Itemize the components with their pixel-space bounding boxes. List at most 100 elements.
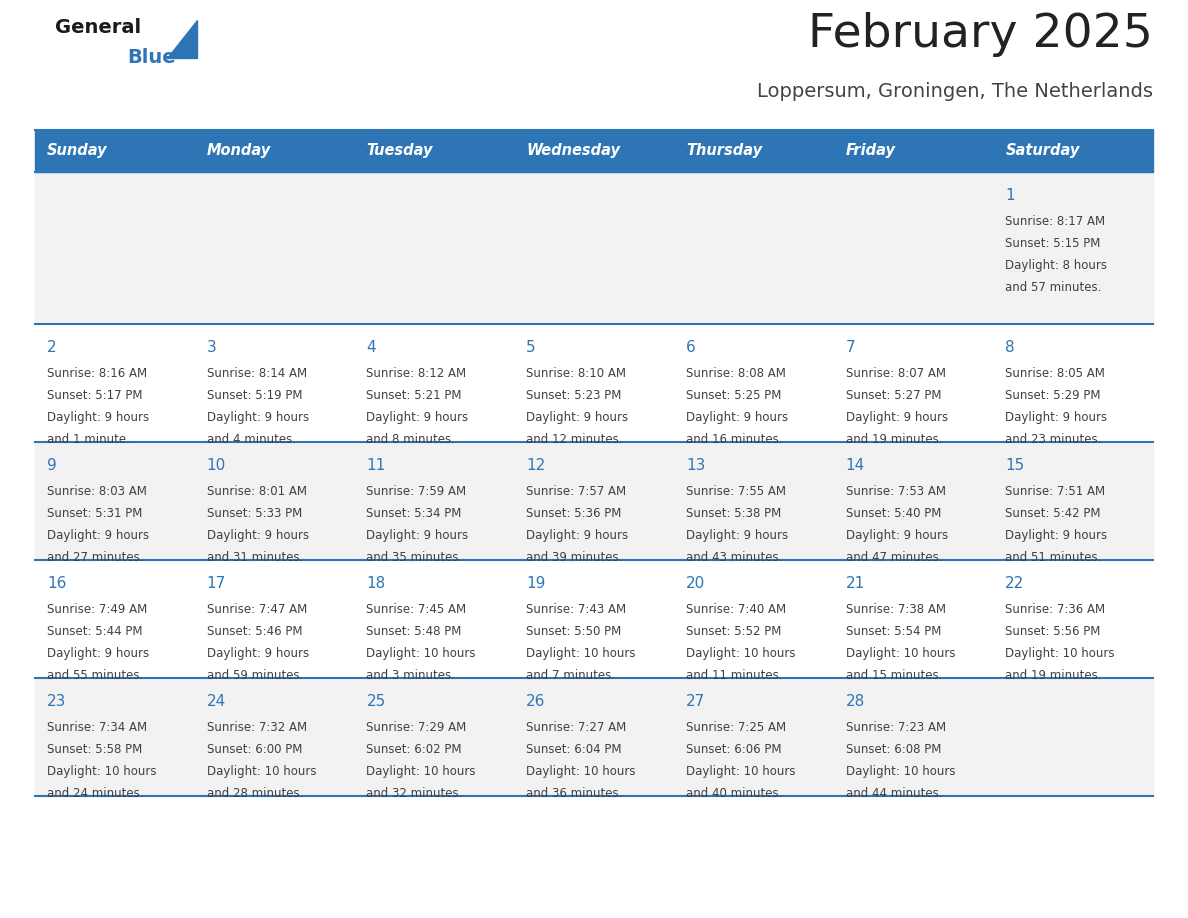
- Text: 23: 23: [48, 694, 67, 709]
- Text: Sunset: 5:25 PM: Sunset: 5:25 PM: [685, 389, 782, 402]
- Text: Sunrise: 7:34 AM: Sunrise: 7:34 AM: [48, 721, 147, 734]
- Text: Sunrise: 7:45 AM: Sunrise: 7:45 AM: [366, 603, 467, 616]
- Bar: [34, 172, 1154, 324]
- Text: Sunrise: 7:27 AM: Sunrise: 7:27 AM: [526, 721, 626, 734]
- Text: and 4 minutes.: and 4 minutes.: [207, 433, 296, 446]
- Text: 16: 16: [48, 576, 67, 591]
- Text: Daylight: 10 hours: Daylight: 10 hours: [366, 765, 476, 778]
- Text: Sunset: 5:27 PM: Sunset: 5:27 PM: [846, 389, 941, 402]
- Text: Sunset: 5:52 PM: Sunset: 5:52 PM: [685, 625, 782, 638]
- Text: Sunset: 5:19 PM: Sunset: 5:19 PM: [207, 389, 302, 402]
- Polygon shape: [168, 20, 197, 58]
- Text: Daylight: 10 hours: Daylight: 10 hours: [846, 765, 955, 778]
- Text: 9: 9: [48, 458, 57, 473]
- Text: and 31 minutes.: and 31 minutes.: [207, 551, 303, 564]
- Text: Sunrise: 7:49 AM: Sunrise: 7:49 AM: [48, 603, 147, 616]
- Text: Sunrise: 8:01 AM: Sunrise: 8:01 AM: [207, 485, 307, 498]
- Text: Thursday: Thursday: [685, 143, 762, 159]
- Text: Sunrise: 8:16 AM: Sunrise: 8:16 AM: [48, 367, 147, 380]
- Text: Sunset: 5:56 PM: Sunset: 5:56 PM: [1005, 625, 1100, 638]
- Text: Daylight: 9 hours: Daylight: 9 hours: [48, 647, 150, 660]
- Text: Sunset: 5:48 PM: Sunset: 5:48 PM: [366, 625, 462, 638]
- Text: Daylight: 10 hours: Daylight: 10 hours: [846, 647, 955, 660]
- Text: Daylight: 9 hours: Daylight: 9 hours: [48, 411, 150, 424]
- Text: 19: 19: [526, 576, 545, 591]
- Text: Daylight: 9 hours: Daylight: 9 hours: [526, 529, 628, 542]
- Text: Blue: Blue: [127, 48, 176, 67]
- Bar: [34, 130, 1154, 172]
- Bar: [34, 442, 1154, 560]
- Text: and 32 minutes.: and 32 minutes.: [366, 787, 463, 800]
- Text: and 1 minute.: and 1 minute.: [48, 433, 129, 446]
- Text: Daylight: 9 hours: Daylight: 9 hours: [846, 411, 948, 424]
- Text: Daylight: 9 hours: Daylight: 9 hours: [207, 411, 309, 424]
- Text: 21: 21: [846, 576, 865, 591]
- Text: Monday: Monday: [207, 143, 271, 159]
- Text: Sunrise: 7:57 AM: Sunrise: 7:57 AM: [526, 485, 626, 498]
- Text: Daylight: 9 hours: Daylight: 9 hours: [1005, 411, 1107, 424]
- Text: 20: 20: [685, 576, 706, 591]
- Text: 3: 3: [207, 340, 216, 355]
- Text: Sunrise: 7:40 AM: Sunrise: 7:40 AM: [685, 603, 786, 616]
- Text: Sunset: 5:31 PM: Sunset: 5:31 PM: [48, 507, 143, 520]
- Text: 14: 14: [846, 458, 865, 473]
- Text: and 3 minutes.: and 3 minutes.: [366, 669, 455, 682]
- Text: and 51 minutes.: and 51 minutes.: [1005, 551, 1101, 564]
- Bar: [34, 324, 1154, 442]
- Text: Sunset: 6:04 PM: Sunset: 6:04 PM: [526, 743, 621, 756]
- Text: Sunrise: 8:03 AM: Sunrise: 8:03 AM: [48, 485, 147, 498]
- Text: Sunrise: 8:05 AM: Sunrise: 8:05 AM: [1005, 367, 1105, 380]
- Text: and 55 minutes.: and 55 minutes.: [48, 669, 144, 682]
- Text: 1: 1: [1005, 188, 1015, 203]
- Text: and 28 minutes.: and 28 minutes.: [207, 787, 303, 800]
- Text: Sunrise: 7:29 AM: Sunrise: 7:29 AM: [366, 721, 467, 734]
- Text: 25: 25: [366, 694, 386, 709]
- Text: and 11 minutes.: and 11 minutes.: [685, 669, 783, 682]
- Text: and 44 minutes.: and 44 minutes.: [846, 787, 942, 800]
- Text: Daylight: 9 hours: Daylight: 9 hours: [1005, 529, 1107, 542]
- Text: Daylight: 9 hours: Daylight: 9 hours: [685, 411, 788, 424]
- Text: Sunrise: 7:36 AM: Sunrise: 7:36 AM: [1005, 603, 1105, 616]
- Text: Daylight: 9 hours: Daylight: 9 hours: [48, 529, 150, 542]
- Text: 11: 11: [366, 458, 386, 473]
- Text: Daylight: 10 hours: Daylight: 10 hours: [685, 765, 795, 778]
- Text: Daylight: 10 hours: Daylight: 10 hours: [48, 765, 157, 778]
- Text: Sunrise: 8:10 AM: Sunrise: 8:10 AM: [526, 367, 626, 380]
- Text: 7: 7: [846, 340, 855, 355]
- Text: Sunset: 6:00 PM: Sunset: 6:00 PM: [207, 743, 302, 756]
- Text: and 59 minutes.: and 59 minutes.: [207, 669, 303, 682]
- Text: and 27 minutes.: and 27 minutes.: [48, 551, 144, 564]
- Text: Daylight: 9 hours: Daylight: 9 hours: [366, 411, 468, 424]
- Text: 18: 18: [366, 576, 386, 591]
- Text: Sunset: 6:06 PM: Sunset: 6:06 PM: [685, 743, 782, 756]
- Text: and 23 minutes.: and 23 minutes.: [1005, 433, 1101, 446]
- Text: Daylight: 9 hours: Daylight: 9 hours: [207, 529, 309, 542]
- Text: Sunrise: 7:51 AM: Sunrise: 7:51 AM: [1005, 485, 1105, 498]
- Text: 13: 13: [685, 458, 706, 473]
- Text: Daylight: 10 hours: Daylight: 10 hours: [526, 765, 636, 778]
- Text: Sunset: 6:02 PM: Sunset: 6:02 PM: [366, 743, 462, 756]
- Text: and 16 minutes.: and 16 minutes.: [685, 433, 783, 446]
- Text: and 43 minutes.: and 43 minutes.: [685, 551, 782, 564]
- Text: 5: 5: [526, 340, 536, 355]
- Text: and 7 minutes.: and 7 minutes.: [526, 669, 615, 682]
- Text: Sunset: 5:58 PM: Sunset: 5:58 PM: [48, 743, 143, 756]
- Text: Sunset: 5:23 PM: Sunset: 5:23 PM: [526, 389, 621, 402]
- Text: Sunrise: 7:47 AM: Sunrise: 7:47 AM: [207, 603, 307, 616]
- Text: 26: 26: [526, 694, 545, 709]
- Text: Sunset: 5:42 PM: Sunset: 5:42 PM: [1005, 507, 1101, 520]
- Text: Sunset: 5:50 PM: Sunset: 5:50 PM: [526, 625, 621, 638]
- Text: Sunrise: 7:32 AM: Sunrise: 7:32 AM: [207, 721, 307, 734]
- Text: Daylight: 8 hours: Daylight: 8 hours: [1005, 259, 1107, 272]
- Text: 15: 15: [1005, 458, 1024, 473]
- Text: and 19 minutes.: and 19 minutes.: [1005, 669, 1101, 682]
- Text: 6: 6: [685, 340, 696, 355]
- Text: 22: 22: [1005, 576, 1024, 591]
- Text: Daylight: 9 hours: Daylight: 9 hours: [846, 529, 948, 542]
- Text: Daylight: 9 hours: Daylight: 9 hours: [685, 529, 788, 542]
- Text: Sunset: 5:29 PM: Sunset: 5:29 PM: [1005, 389, 1101, 402]
- Text: Saturday: Saturday: [1005, 143, 1080, 159]
- Text: Sunrise: 7:38 AM: Sunrise: 7:38 AM: [846, 603, 946, 616]
- Text: Wednesday: Wednesday: [526, 143, 620, 159]
- Text: 10: 10: [207, 458, 226, 473]
